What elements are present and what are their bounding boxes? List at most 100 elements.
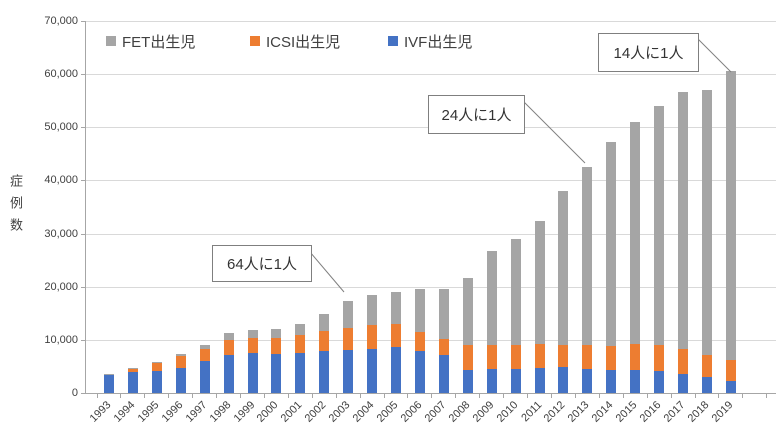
bar-segment-ICSI出生児-2008 — [462, 344, 473, 370]
bar-segment-ICSI出生児-1998 — [223, 340, 234, 356]
gridline-40000 — [86, 180, 776, 182]
bar-segment-ICSI出生児-2009 — [486, 345, 497, 370]
ivf-legend-label: IVF出生児 — [404, 33, 473, 51]
x-axis-tick — [718, 394, 720, 398]
bar-segment-FET出生児-2016 — [654, 105, 665, 346]
gridline-10000 — [86, 339, 776, 341]
bar-segment-FET出生児-2013 — [582, 166, 593, 346]
x-axis-tick — [479, 394, 481, 398]
bar-segment-IVF出生児-2000 — [271, 354, 282, 393]
bar-segment-IVF出生児-2014 — [606, 369, 617, 393]
y-axis-tick — [81, 127, 85, 129]
y-tick-label-30,000: 30,000 — [44, 227, 78, 240]
x-axis-tick — [407, 394, 409, 398]
bar-segment-FET出生児-2019 — [725, 70, 736, 361]
y-tick-label-0: 0 — [71, 387, 78, 399]
x-axis-tick — [742, 394, 744, 398]
bar-segment-IVF出生児-2013 — [582, 368, 593, 393]
bar-segment-FET出生児-2002 — [319, 313, 330, 332]
x-axis-tick — [263, 394, 265, 398]
bar-segment-IVF出生児-1998 — [223, 355, 234, 393]
bar-segment-ICSI出生児-2005 — [391, 323, 402, 348]
bar-segment-ICSI出生児-2002 — [319, 331, 330, 352]
x-axis-tick — [335, 394, 337, 398]
y-axis-tick — [81, 393, 85, 394]
bar-segment-FET出生児-2011 — [534, 220, 545, 345]
x-axis-tick — [192, 394, 194, 398]
x-axis-tick — [455, 394, 457, 398]
x-axis-tick — [240, 394, 242, 398]
y-axis-tick — [81, 180, 85, 182]
bar-segment-IVF出生児-1997 — [199, 361, 210, 393]
ivf-legend-swatch — [388, 36, 398, 46]
bar-segment-FET出生児-1996 — [175, 354, 186, 356]
fet-legend-swatch — [106, 36, 116, 46]
icsi-legend-swatch — [250, 36, 260, 46]
bar-segment-ICSI出生児-2016 — [654, 345, 665, 372]
bar-segment-ICSI出生児-2001 — [295, 335, 306, 353]
x-axis-tick — [431, 394, 433, 398]
bar-segment-FET出生児-2009 — [486, 251, 497, 346]
y-tick-label-60,000: 60,000 — [44, 68, 78, 81]
bar-segment-ICSI出生児-2011 — [534, 344, 545, 369]
x-axis-tick — [598, 394, 600, 398]
bar-segment-ICSI出生児-2003 — [343, 327, 354, 351]
bar-segment-ICSI出生児-2004 — [367, 325, 378, 349]
callout-line-24 — [522, 100, 586, 164]
bar-segment-FET出生児-2001 — [295, 324, 306, 336]
x-axis-tick — [670, 394, 672, 398]
annotation-64-to-1: 64人に1人 — [212, 245, 312, 282]
gridline-70000 — [86, 21, 776, 22]
y-axis-tick — [81, 74, 85, 76]
bar-segment-IVF出生児-1996 — [175, 367, 186, 393]
bar-segment-ICSI出生児-1997 — [199, 349, 210, 362]
x-axis-tick — [120, 394, 122, 398]
legend-item-icsi: ICSI出生児 — [250, 33, 340, 51]
bar-segment-IVF出生児-2008 — [462, 369, 473, 393]
bar-segment-FET出生児-1998 — [223, 333, 234, 341]
y-axis-title: 症例数 — [8, 174, 23, 240]
y-tick-label-20,000: 20,000 — [44, 280, 78, 293]
bar-segment-ICSI出生児-1994 — [127, 368, 138, 373]
legend-item-ivf: IVF出生児 — [388, 33, 473, 51]
x-axis-tick — [287, 394, 289, 398]
x-axis-tick — [646, 394, 648, 398]
bar-segment-ICSI出生児-2015 — [630, 343, 641, 370]
bar-segment-FET出生児-2005 — [391, 291, 402, 324]
bar-segment-IVF出生児-2017 — [678, 373, 689, 393]
bar-segment-FET出生児-2014 — [606, 141, 617, 347]
x-axis-tick — [144, 394, 146, 398]
bar-segment-IVF出生児-2005 — [391, 347, 402, 393]
bar-segment-IVF出生児-2004 — [367, 348, 378, 393]
y-axis-tick — [81, 233, 85, 235]
y-tick-label-50,000: 50,000 — [44, 121, 78, 134]
bar-segment-FET出生児-2008 — [462, 277, 473, 345]
bar-segment-ICSI出生児-2007 — [438, 338, 449, 355]
bar-segment-IVF出生児-2001 — [295, 352, 306, 393]
x-axis-tick — [527, 394, 529, 398]
bar-segment-ICSI出生児-1996 — [175, 355, 186, 368]
bar-segment-ICSI出生児-2013 — [582, 345, 593, 369]
bar-segment-IVF出生児-2012 — [558, 367, 569, 393]
x-axis-tick — [694, 394, 696, 398]
bar-segment-IVF出生児-2007 — [438, 354, 449, 393]
bar-segment-ICSI出生児-2018 — [702, 355, 712, 378]
bar-segment-IVF出生児-2010 — [510, 368, 521, 393]
x-axis-tick — [622, 394, 624, 398]
bar-segment-IVF出生児-1999 — [247, 353, 258, 393]
bar-segment-ICSI出生児-2000 — [271, 337, 282, 355]
x-axis-tick — [383, 394, 385, 398]
x-axis-tick — [503, 394, 505, 398]
y-tick-label-10,000: 10,000 — [44, 333, 78, 346]
bar-segment-ICSI出生児-2017 — [678, 349, 689, 374]
bar-segment-FET出生児-2004 — [367, 295, 378, 326]
bar-segment-ICSI出生児-2019 — [725, 360, 736, 382]
x-axis-tick — [574, 394, 576, 398]
bar-segment-FET出生児-2015 — [630, 121, 641, 344]
gridline-60000 — [86, 74, 776, 76]
bar-segment-FET出生児-2000 — [271, 329, 282, 338]
bar-segment-FET出生児-2010 — [510, 239, 521, 345]
bar-segment-FET出生児-2018 — [702, 90, 712, 356]
